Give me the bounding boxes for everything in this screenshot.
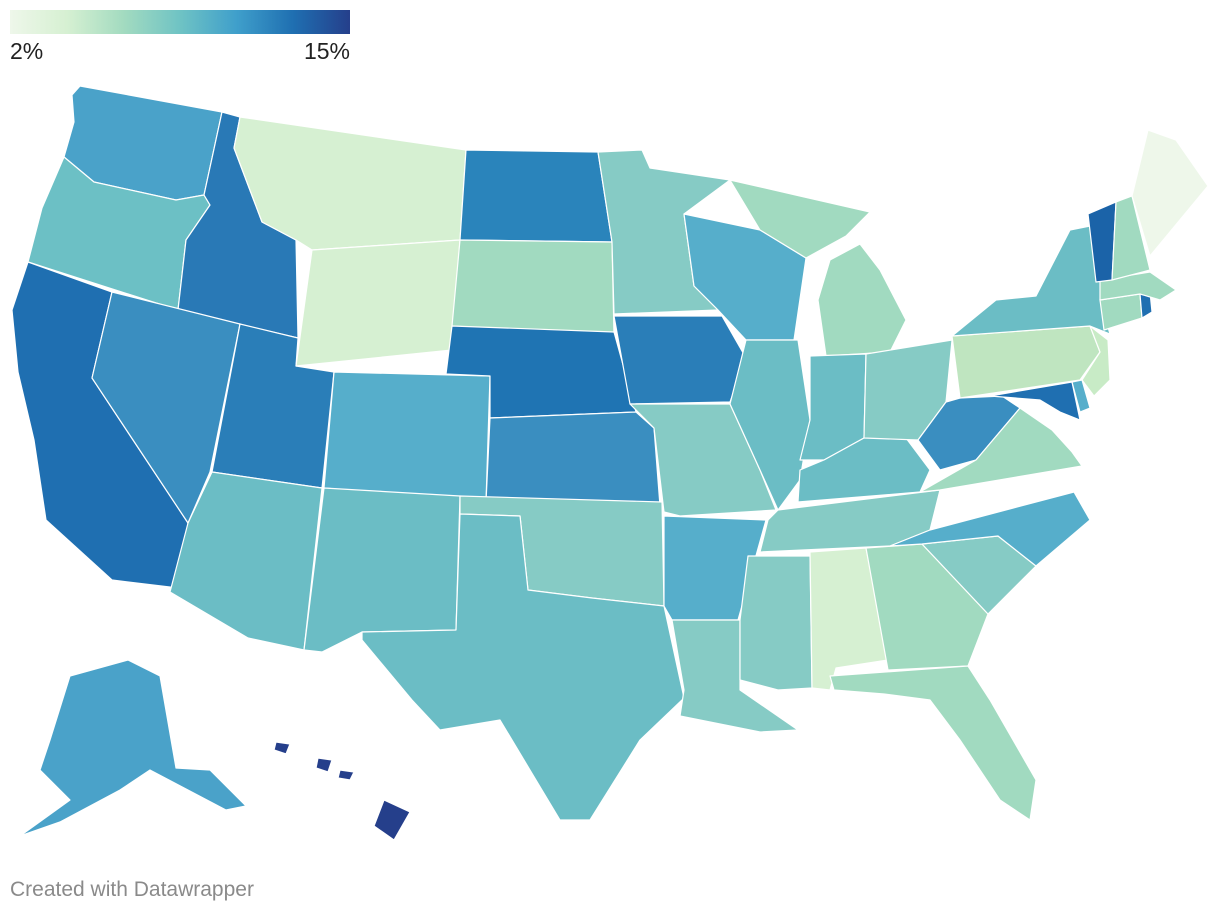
color-legend: 2% 15% [10,10,350,68]
state-new-hampshire[interactable] [1111,195,1151,281]
state-north-dakota[interactable] [459,149,613,243]
legend-gradient-bar [10,10,350,34]
legend-max-label: 15% [303,38,350,64]
state-alaska[interactable] [19,659,247,837]
state-maryland[interactable] [989,381,1081,421]
state-arizona[interactable] [169,471,323,651]
state-massachusetts[interactable] [1099,271,1177,301]
state-florida[interactable] [829,665,1037,821]
state-wyoming[interactable] [295,239,461,367]
legend-min-label: 2% [10,38,44,64]
state-mississippi[interactable] [739,555,813,691]
state-new-jersey[interactable] [1081,325,1111,397]
state-illinois[interactable] [729,339,811,511]
state-kentucky[interactable] [797,429,931,503]
state-nevada[interactable] [91,291,241,524]
state-maine[interactable] [1131,129,1209,257]
state-virginia[interactable] [919,407,1083,493]
state-colorado[interactable] [323,371,491,503]
state-michigan[interactable] [729,179,907,357]
state-south-dakota[interactable] [451,239,615,337]
credit-text: Created with Datawrapper [10,878,254,901]
state-north-carolina[interactable] [889,491,1091,567]
state-new-york[interactable] [951,225,1111,337]
state-hawaii[interactable] [273,741,411,841]
state-iowa[interactable] [613,315,747,405]
state-west-virginia[interactable] [917,395,1021,471]
state-kansas[interactable] [485,411,661,507]
state-new-mexico[interactable] [303,487,461,653]
state-texas[interactable] [361,513,685,821]
legend-labels: 2% 15% [10,38,350,68]
